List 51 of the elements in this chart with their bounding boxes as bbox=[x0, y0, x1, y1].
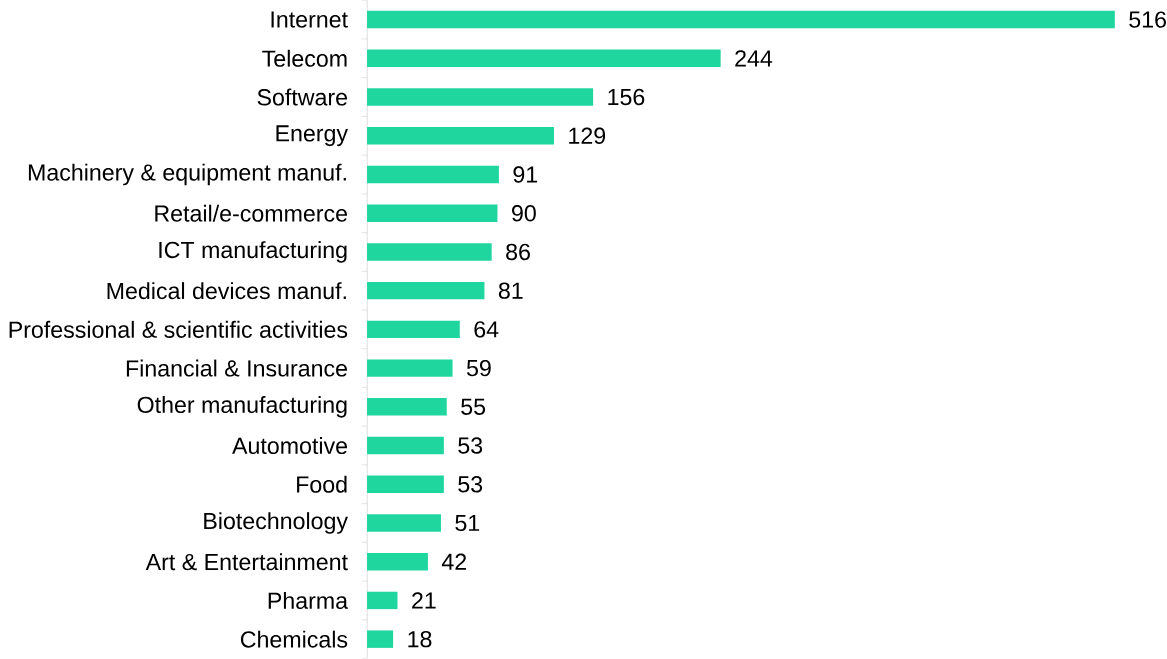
y-tick-label: Retail/e-commerce bbox=[155, 204, 347, 222]
y-tick-label: Medical devices manuf. bbox=[107, 282, 346, 300]
data-label: 91 bbox=[513, 166, 538, 183]
data-label: 51 bbox=[455, 515, 480, 532]
bar bbox=[367, 282, 485, 300]
y-tick-label: Internet bbox=[271, 11, 348, 28]
bar bbox=[367, 165, 499, 184]
y-tick-label: Biotechnology bbox=[204, 512, 348, 534]
data-label: 55 bbox=[461, 398, 486, 416]
data-label: 53 bbox=[458, 476, 483, 493]
data-label: 244 bbox=[735, 50, 773, 67]
data-label: 156 bbox=[608, 88, 645, 106]
data-label: 86 bbox=[506, 243, 530, 261]
data-label: 90 bbox=[512, 205, 536, 222]
bar bbox=[367, 630, 394, 648]
y-tick-label: Professional & scientific activities bbox=[9, 320, 348, 339]
y-tick-label: Financial & Insurance bbox=[126, 359, 347, 377]
y-tick-label: ICT manufacturing bbox=[159, 241, 347, 263]
y-tick-label: Other manufacturing bbox=[137, 396, 347, 418]
bar bbox=[367, 553, 428, 571]
bar bbox=[367, 243, 492, 261]
y-tick-label: Art & Entertainment bbox=[145, 553, 348, 571]
y-tick-label: Software bbox=[257, 88, 348, 106]
bar bbox=[367, 49, 721, 68]
data-label: 18 bbox=[408, 631, 432, 648]
bar bbox=[367, 88, 594, 106]
bar bbox=[367, 127, 554, 145]
data-label: 59 bbox=[466, 360, 491, 377]
bar bbox=[367, 11, 1115, 29]
data-label: 81 bbox=[498, 282, 523, 299]
data-label: 129 bbox=[569, 127, 606, 145]
bar bbox=[367, 320, 460, 339]
bar bbox=[367, 514, 441, 532]
data-label: 21 bbox=[412, 592, 436, 609]
y-tick-label: Machinery & equipment manuf. bbox=[28, 163, 346, 186]
bar bbox=[367, 436, 444, 455]
y-tick-label: Chemicals bbox=[240, 630, 348, 648]
y-tick-label: Automotive bbox=[232, 437, 348, 455]
bar bbox=[367, 475, 444, 494]
y-tick-label: Energy bbox=[276, 125, 348, 147]
bar bbox=[367, 398, 447, 416]
bar bbox=[367, 591, 398, 610]
y-tick-label: Food bbox=[297, 475, 347, 493]
bar bbox=[367, 359, 453, 377]
y-tick-label: Pharma bbox=[268, 592, 349, 610]
data-label: 516 bbox=[1129, 11, 1166, 28]
data-label: 42 bbox=[441, 553, 467, 570]
data-label: 53 bbox=[458, 437, 483, 454]
data-label: 64 bbox=[474, 321, 499, 338]
bar bbox=[367, 204, 498, 223]
y-tick-label: Telecom bbox=[262, 49, 347, 67]
